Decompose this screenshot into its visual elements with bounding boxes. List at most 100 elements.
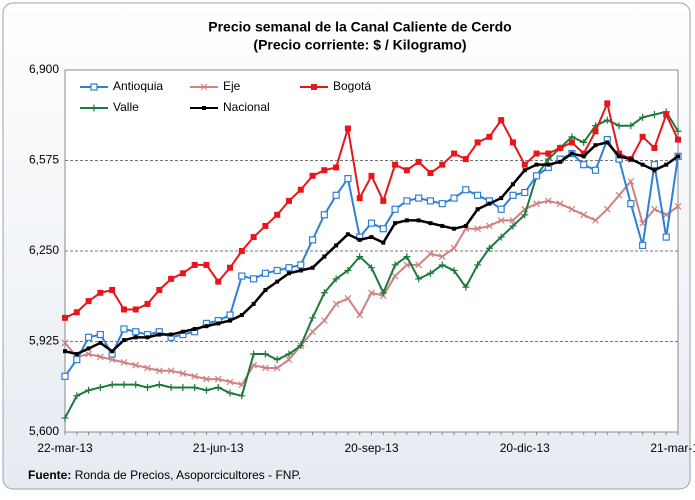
marker — [415, 275, 423, 283]
marker — [569, 151, 574, 156]
marker — [485, 222, 493, 230]
source: Fuente: Ronda de Precios, Asoporcicultor… — [28, 468, 301, 482]
marker — [85, 350, 93, 358]
marker — [297, 261, 305, 269]
legend-label: Eje — [223, 79, 241, 93]
marker — [144, 364, 151, 372]
marker — [191, 383, 199, 391]
marker — [321, 167, 328, 174]
marker — [545, 150, 552, 157]
marker — [63, 349, 67, 354]
marker — [311, 84, 317, 90]
marker — [179, 270, 186, 277]
marker — [274, 211, 281, 218]
marker — [263, 287, 268, 292]
marker — [663, 111, 670, 118]
marker — [204, 324, 209, 329]
marker — [251, 301, 256, 306]
marker — [144, 383, 152, 391]
marker — [238, 272, 246, 280]
marker — [273, 356, 281, 364]
marker — [167, 367, 175, 375]
marker — [356, 253, 364, 261]
marker — [239, 313, 244, 318]
marker — [674, 203, 682, 210]
marker — [226, 389, 234, 397]
series — [61, 177, 682, 389]
marker — [261, 350, 269, 358]
x-tick-label: 20-dic-13 — [500, 441, 550, 455]
marker — [273, 266, 281, 275]
marker — [108, 381, 116, 389]
marker — [332, 191, 340, 199]
marker — [85, 386, 93, 394]
marker — [533, 150, 540, 157]
marker — [521, 188, 529, 197]
marker — [546, 162, 551, 167]
marker — [368, 289, 375, 297]
marker — [320, 211, 328, 219]
marker — [309, 328, 316, 336]
series — [63, 140, 680, 357]
marker — [309, 314, 317, 322]
legend-label: Antioquia — [113, 79, 163, 93]
marker — [452, 226, 457, 231]
marker — [403, 197, 411, 205]
marker — [415, 158, 422, 165]
marker — [627, 122, 635, 130]
y-tick-label: 6,250 — [29, 243, 59, 257]
marker — [438, 200, 446, 208]
x-tick-label: 21-jun-13 — [193, 441, 244, 455]
marker — [604, 100, 611, 107]
marker — [238, 248, 245, 254]
marker — [357, 237, 362, 242]
marker — [509, 139, 516, 146]
marker — [428, 221, 433, 226]
x-tick-label: 20-sep-13 — [344, 441, 398, 455]
marker — [145, 335, 150, 340]
marker — [344, 294, 352, 302]
marker — [450, 194, 458, 202]
marker — [167, 383, 175, 391]
marker — [262, 222, 269, 229]
marker — [675, 136, 681, 143]
marker — [474, 225, 482, 233]
marker — [227, 264, 234, 271]
marker — [391, 205, 399, 213]
marker — [544, 155, 552, 163]
marker — [497, 205, 505, 213]
marker — [617, 154, 622, 159]
marker — [473, 191, 482, 199]
marker — [509, 191, 517, 199]
marker — [487, 201, 492, 206]
marker — [215, 278, 222, 285]
marker — [356, 311, 364, 319]
marker — [615, 191, 623, 199]
marker — [132, 361, 140, 369]
marker — [603, 205, 611, 213]
marker — [639, 133, 646, 140]
marker — [286, 271, 291, 276]
marker — [73, 356, 81, 364]
marker — [344, 125, 351, 132]
marker — [415, 194, 423, 202]
marker — [169, 332, 174, 337]
marker — [133, 335, 138, 340]
marker — [592, 128, 599, 135]
marker — [380, 197, 387, 204]
marker — [392, 161, 399, 168]
marker — [250, 350, 258, 358]
marker — [391, 261, 399, 269]
marker — [664, 162, 669, 167]
marker — [333, 164, 340, 171]
marker — [320, 317, 328, 325]
marker — [558, 159, 563, 164]
marker — [462, 283, 470, 291]
marker — [191, 261, 198, 268]
marker — [580, 150, 587, 157]
marker — [192, 326, 197, 331]
marker — [580, 211, 588, 219]
marker — [676, 154, 680, 159]
